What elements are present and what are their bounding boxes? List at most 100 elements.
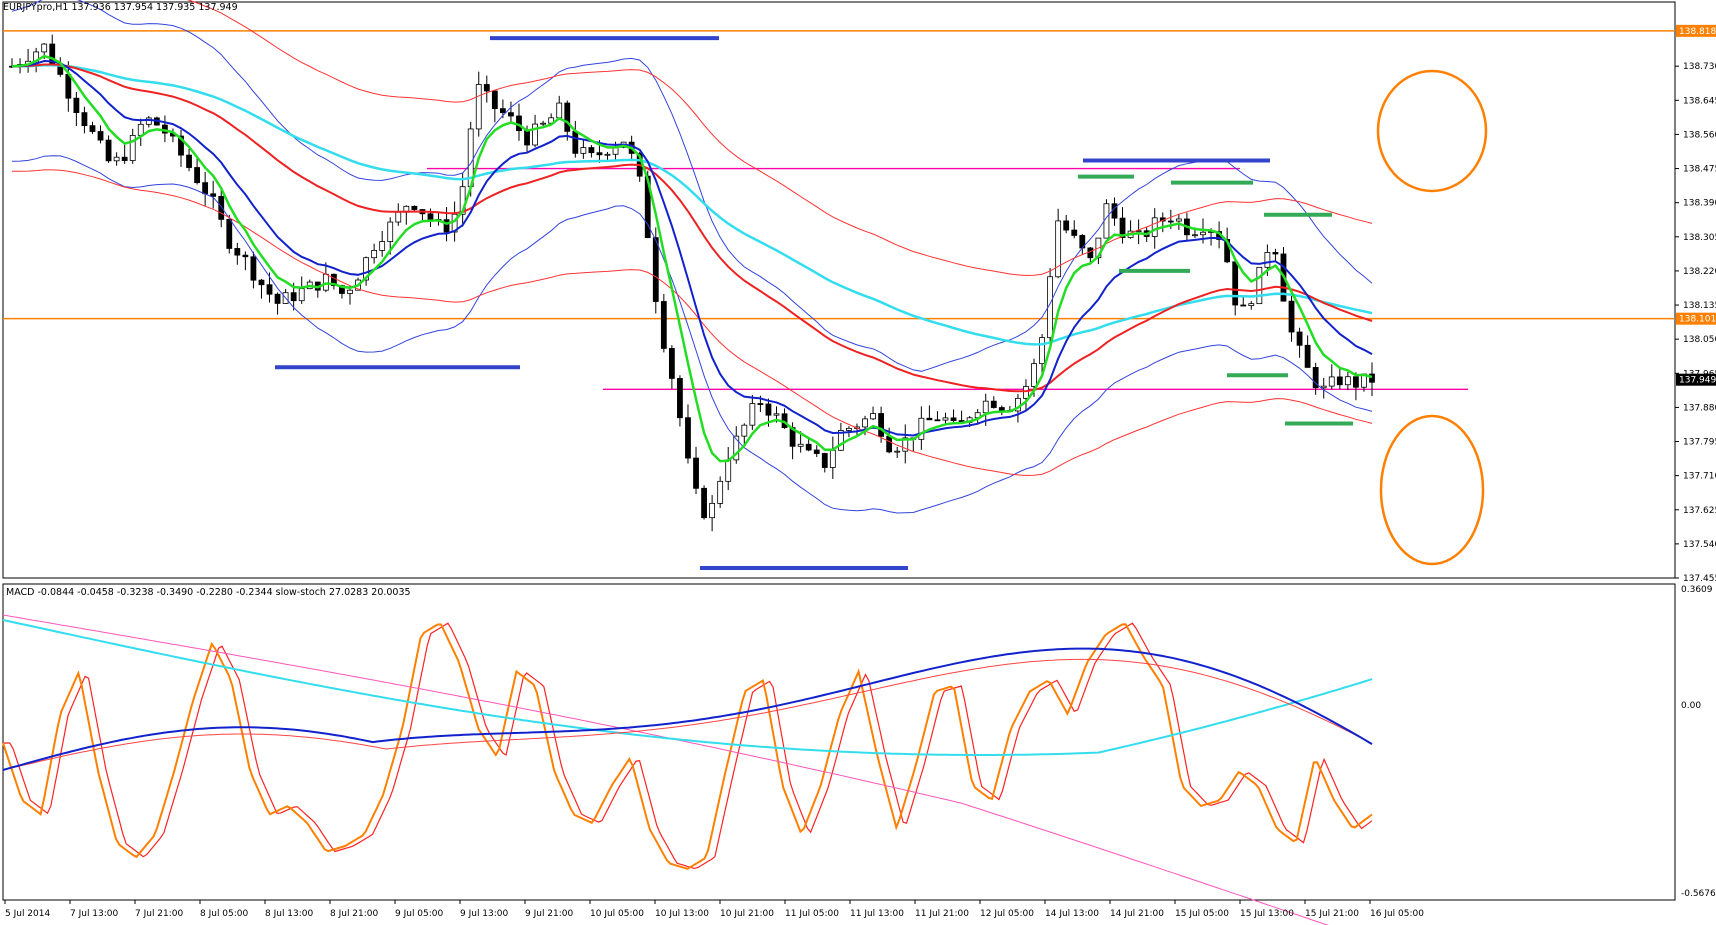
last-price-tag-bg bbox=[1676, 373, 1716, 386]
time-tick-label: 10 Jul 05:00 bbox=[590, 909, 644, 919]
price-tick-label: 137.710 bbox=[1683, 472, 1716, 482]
price-tick-label: 138.135 bbox=[1683, 301, 1716, 311]
candle-body bbox=[290, 292, 297, 302]
candle-body bbox=[572, 130, 579, 154]
candle-body bbox=[411, 205, 418, 210]
price-tick-label: 138.475 bbox=[1683, 165, 1716, 175]
candle-body bbox=[491, 90, 498, 110]
candle-body bbox=[234, 248, 241, 256]
candle-body bbox=[250, 256, 257, 281]
time-tick-label: 14 Jul 13:00 bbox=[1045, 909, 1099, 919]
candle-body bbox=[1288, 300, 1295, 333]
stoch-signal-line bbox=[3, 622, 1373, 870]
candle-body bbox=[902, 437, 909, 452]
top-level-price-tag: 138.818 bbox=[1679, 27, 1716, 37]
candle-body bbox=[1240, 304, 1247, 307]
candle-body bbox=[870, 413, 876, 420]
candle-body bbox=[322, 273, 329, 291]
candle-body bbox=[499, 108, 506, 114]
price-tick-label: 138.730 bbox=[1683, 62, 1716, 72]
top-level-price-tag-bg bbox=[1676, 24, 1716, 37]
candle-body bbox=[129, 134, 136, 161]
time-tick-label: 15 Jul 13:00 bbox=[1240, 909, 1294, 919]
candle-body bbox=[1167, 220, 1174, 223]
candle-body bbox=[371, 249, 378, 259]
candle-body bbox=[1336, 376, 1343, 386]
candle-body bbox=[990, 400, 997, 408]
stoch-main-line bbox=[2, 623, 1373, 870]
time-tick-label: 10 Jul 21:00 bbox=[720, 909, 774, 919]
candle-body bbox=[918, 417, 925, 440]
bollinger-upper bbox=[11, 0, 1373, 372]
time-tick-label: 14 Jul 21:00 bbox=[1110, 909, 1164, 919]
ema-red-line bbox=[12, 63, 1373, 393]
candle-body bbox=[942, 417, 949, 421]
candle-body bbox=[886, 435, 893, 453]
time-tick-label: 9 Jul 13:00 bbox=[460, 909, 509, 919]
candle-body bbox=[427, 213, 434, 220]
mid-level-price-tag-bg bbox=[1676, 312, 1716, 325]
candle-body bbox=[1296, 331, 1303, 346]
candle-body bbox=[483, 84, 490, 92]
candle-body bbox=[508, 112, 514, 117]
price-tick-label: 137.880 bbox=[1683, 403, 1716, 413]
time-tick-label: 8 Jul 13:00 bbox=[265, 909, 314, 919]
candle-body bbox=[395, 211, 402, 223]
candle-body bbox=[178, 135, 184, 156]
candle-body bbox=[1248, 303, 1255, 306]
price-tick-label: 138.050 bbox=[1683, 335, 1716, 345]
candle-body bbox=[1192, 234, 1198, 237]
candle-body bbox=[1039, 337, 1045, 365]
time-tick-label: 11 Jul 05:00 bbox=[785, 909, 839, 919]
candle-body bbox=[65, 74, 72, 99]
main-header: EURJPYpro,H1 137.936 137.954 137.935 137… bbox=[3, 2, 238, 13]
candle-body bbox=[41, 43, 48, 53]
candle-body bbox=[1328, 376, 1335, 387]
candle-body bbox=[934, 419, 941, 422]
candle-body bbox=[580, 147, 587, 154]
candle-body bbox=[145, 117, 152, 125]
candle-body bbox=[1224, 239, 1231, 263]
time-tick-label: 12 Jul 05:00 bbox=[980, 909, 1034, 919]
candle-body bbox=[540, 122, 547, 125]
candle-body bbox=[1031, 363, 1037, 387]
candle-body bbox=[379, 241, 386, 251]
candle-body bbox=[805, 443, 812, 451]
candle-body bbox=[1304, 344, 1311, 368]
price-tick-label: 138.390 bbox=[1683, 199, 1716, 209]
candle-body bbox=[274, 293, 281, 304]
sub-axis-top: 0.3609 bbox=[1681, 585, 1713, 595]
time-tick-label: 8 Jul 05:00 bbox=[200, 909, 249, 919]
candle-body bbox=[773, 413, 780, 416]
candle-body bbox=[1175, 218, 1182, 222]
candle-body bbox=[926, 417, 933, 421]
candle-body bbox=[596, 152, 603, 156]
price-tick-label: 138.220 bbox=[1683, 267, 1716, 277]
time-tick-label: 8 Jul 21:00 bbox=[330, 909, 379, 919]
price-tick-label: 137.625 bbox=[1683, 506, 1716, 516]
candle-body bbox=[532, 123, 538, 146]
price-tick-label: 138.305 bbox=[1683, 233, 1716, 243]
candle-body bbox=[266, 284, 273, 295]
candle-body bbox=[717, 480, 724, 504]
price-tick-label: 138.560 bbox=[1683, 130, 1716, 140]
bollinger-lower bbox=[11, 155, 1373, 514]
candle-body bbox=[1256, 266, 1263, 305]
candle-body bbox=[821, 453, 828, 468]
macd-signal-line bbox=[2, 658, 1373, 771]
candle-body bbox=[813, 449, 820, 454]
time-tick-label: 7 Jul 21:00 bbox=[135, 909, 184, 919]
ema-blue-line bbox=[11, 59, 1373, 437]
candle-body bbox=[1119, 217, 1126, 238]
candle-body bbox=[829, 449, 836, 468]
time-tick-label: 9 Jul 05:00 bbox=[395, 909, 444, 919]
sub-header: MACD -0.0844 -0.0458 -0.3238 -0.3490 -0.… bbox=[6, 587, 411, 598]
candle-body bbox=[202, 182, 209, 195]
candle-body bbox=[89, 125, 96, 132]
candle-body bbox=[709, 502, 716, 519]
candle-body bbox=[1087, 247, 1094, 259]
time-tick-label: 7 Jul 13:00 bbox=[70, 909, 119, 919]
time-tick-label: 16 Jul 05:00 bbox=[1370, 909, 1424, 919]
time-tick-label: 15 Jul 21:00 bbox=[1305, 909, 1359, 919]
